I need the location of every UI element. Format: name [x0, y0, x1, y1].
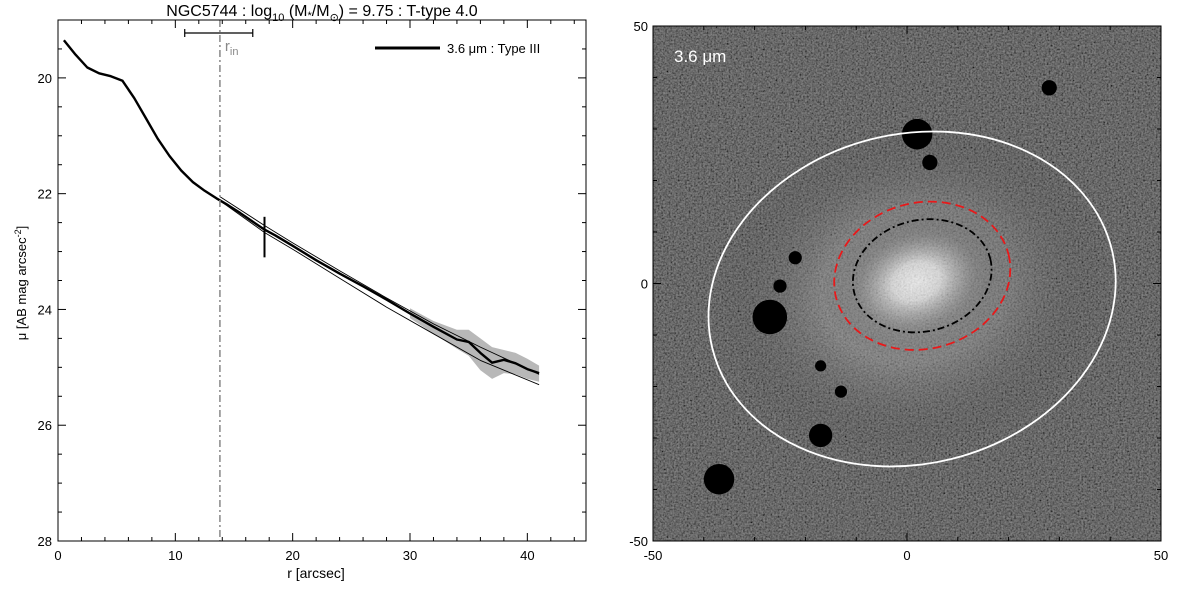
legend-label: 3.6 μm : Type III — [447, 41, 540, 56]
plot-frame — [57, 19, 587, 542]
x-tick-label: 20 — [285, 548, 299, 563]
galaxy-image: -50 0 50 -50 0 50 3.6 μm — [629, 19, 1168, 563]
image-axis-ticks: -50 0 50 -50 0 50 — [629, 19, 1168, 563]
band-label: 3.6 μm — [674, 47, 726, 66]
y-axis-label: μ [AB mag arcsec-2] — [13, 226, 29, 341]
legend: 3.6 μm : Type III — [375, 41, 540, 56]
fit-line-2 — [219, 200, 540, 386]
masked-source — [815, 360, 827, 372]
uncertainty-band — [410, 308, 540, 382]
band-area — [410, 308, 540, 382]
masked-source — [752, 299, 788, 335]
x-tick-label: 30 — [403, 548, 417, 563]
masked-source — [901, 118, 933, 150]
x-tick-label: 10 — [168, 548, 182, 563]
img-y-tick-label: 50 — [634, 19, 648, 34]
y-tick-label: 22 — [38, 187, 52, 202]
break-ellipse — [833, 200, 1012, 351]
profile-lines — [62, 39, 540, 386]
r-in-ellipse — [852, 218, 993, 334]
profile-line — [62, 39, 540, 375]
x-tick-label: 0 — [54, 548, 61, 563]
r-in-label: rin — [225, 38, 239, 58]
masked-source — [1041, 80, 1057, 96]
fit-line-1 — [219, 196, 540, 375]
y-tick-label: 20 — [38, 71, 52, 86]
x-axis-label: r [arcsec] — [287, 565, 345, 581]
masked-source — [773, 279, 787, 293]
masked-source — [922, 154, 938, 171]
profile-annotations: rin — [184, 20, 266, 541]
img-y-tick-label: 0 — [641, 277, 648, 292]
masked-source — [808, 423, 833, 448]
x-tick-label: 40 — [520, 548, 534, 563]
img-x-tick-label: 50 — [1154, 548, 1168, 563]
axis-ticks: 0 10 20 30 40 20 22 24 26 28 — [38, 19, 586, 563]
masked-source — [703, 463, 735, 495]
image-pixels — [653, 26, 1161, 541]
img-x-tick-label: -50 — [644, 548, 663, 563]
chart-title: NGC5744 : log10 (M*/M⊙) = 9.75 : T-type … — [166, 3, 477, 24]
source-masks — [703, 80, 1057, 495]
y-tick-label: 26 — [38, 418, 52, 433]
masked-source — [788, 251, 802, 265]
outer-ellipse — [707, 130, 1117, 468]
img-x-tick-label: 0 — [903, 548, 910, 563]
isophote-ellipses — [707, 130, 1117, 468]
masked-source — [834, 385, 848, 398]
y-tick-label: 28 — [38, 534, 52, 549]
profile-chart: NGC5744 : log10 (M*/M⊙) = 9.75 : T-type … — [13, 3, 587, 581]
y-tick-label: 24 — [38, 302, 52, 317]
img-y-tick-label: -50 — [629, 534, 648, 549]
